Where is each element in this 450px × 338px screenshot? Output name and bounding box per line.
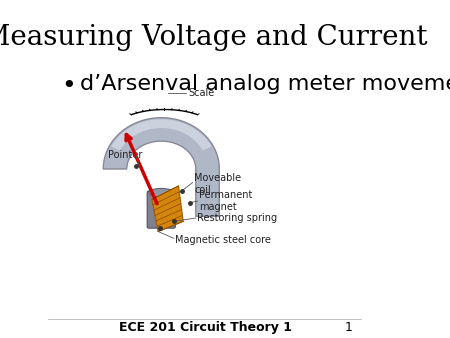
Ellipse shape (149, 189, 174, 197)
Text: Pointer: Pointer (108, 150, 142, 161)
Text: ECE 201 Circuit Theory 1: ECE 201 Circuit Theory 1 (119, 321, 292, 334)
Text: d’Arsenval analog meter movement: d’Arsenval analog meter movement (80, 74, 450, 94)
Text: 1: 1 (345, 321, 353, 334)
Text: Permanent
magnet: Permanent magnet (199, 190, 252, 212)
Polygon shape (103, 118, 219, 216)
Text: Scale: Scale (188, 88, 214, 98)
FancyBboxPatch shape (147, 191, 176, 228)
Text: Magnetic steel core: Magnetic steel core (176, 235, 271, 245)
Text: Restoring spring: Restoring spring (198, 213, 278, 223)
Text: Measuring Voltage and Current: Measuring Voltage and Current (0, 24, 428, 51)
Polygon shape (111, 119, 212, 150)
Polygon shape (152, 186, 183, 232)
Text: Moveable
coil: Moveable coil (194, 173, 241, 195)
Text: •: • (61, 74, 76, 98)
